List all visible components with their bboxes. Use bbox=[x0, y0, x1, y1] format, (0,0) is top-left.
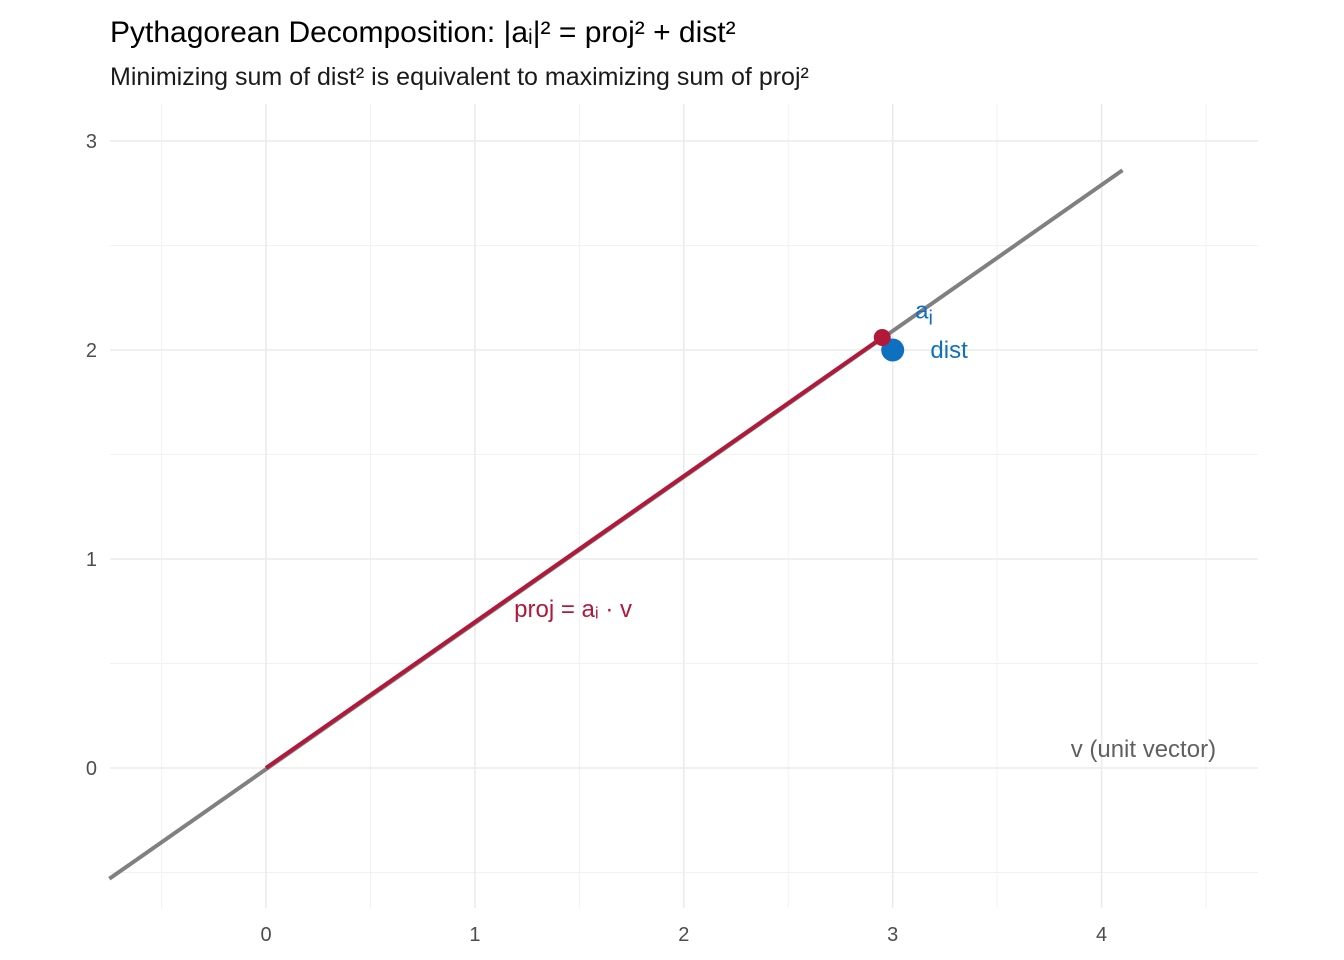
y-tick-label: 0 bbox=[86, 758, 97, 780]
y-tick-label: 1 bbox=[86, 549, 97, 571]
projection-point bbox=[873, 328, 891, 346]
annotation-dist: dist bbox=[930, 337, 968, 364]
annotation-v: v (unit vector) bbox=[1071, 736, 1216, 763]
annotation-ai: ai bbox=[915, 297, 933, 329]
projection-segment bbox=[264, 335, 884, 770]
x-tick-label: 4 bbox=[1096, 924, 1107, 946]
y-axis-tick-labels: 0 1 2 3 bbox=[86, 131, 97, 780]
grid-major bbox=[110, 104, 1258, 908]
x-tick-label: 3 bbox=[887, 924, 898, 946]
chart-subtitle: Minimizing sum of dist² is equivalent to… bbox=[110, 63, 809, 91]
annotation-proj: proj = aᵢ · v bbox=[514, 596, 632, 623]
x-axis-tick-labels: 0 1 2 3 4 bbox=[260, 924, 1107, 946]
y-tick-label: 3 bbox=[86, 131, 97, 153]
annotations: ai dist proj = aᵢ · v v (unit vector) bbox=[514, 297, 1216, 763]
x-tick-label: 1 bbox=[469, 924, 480, 946]
chart-title: Pythagorean Decomposition: |aᵢ|² = proj²… bbox=[110, 16, 736, 49]
x-tick-label: 0 bbox=[260, 924, 271, 946]
x-tick-label: 2 bbox=[678, 924, 689, 946]
y-tick-label: 2 bbox=[86, 340, 97, 362]
